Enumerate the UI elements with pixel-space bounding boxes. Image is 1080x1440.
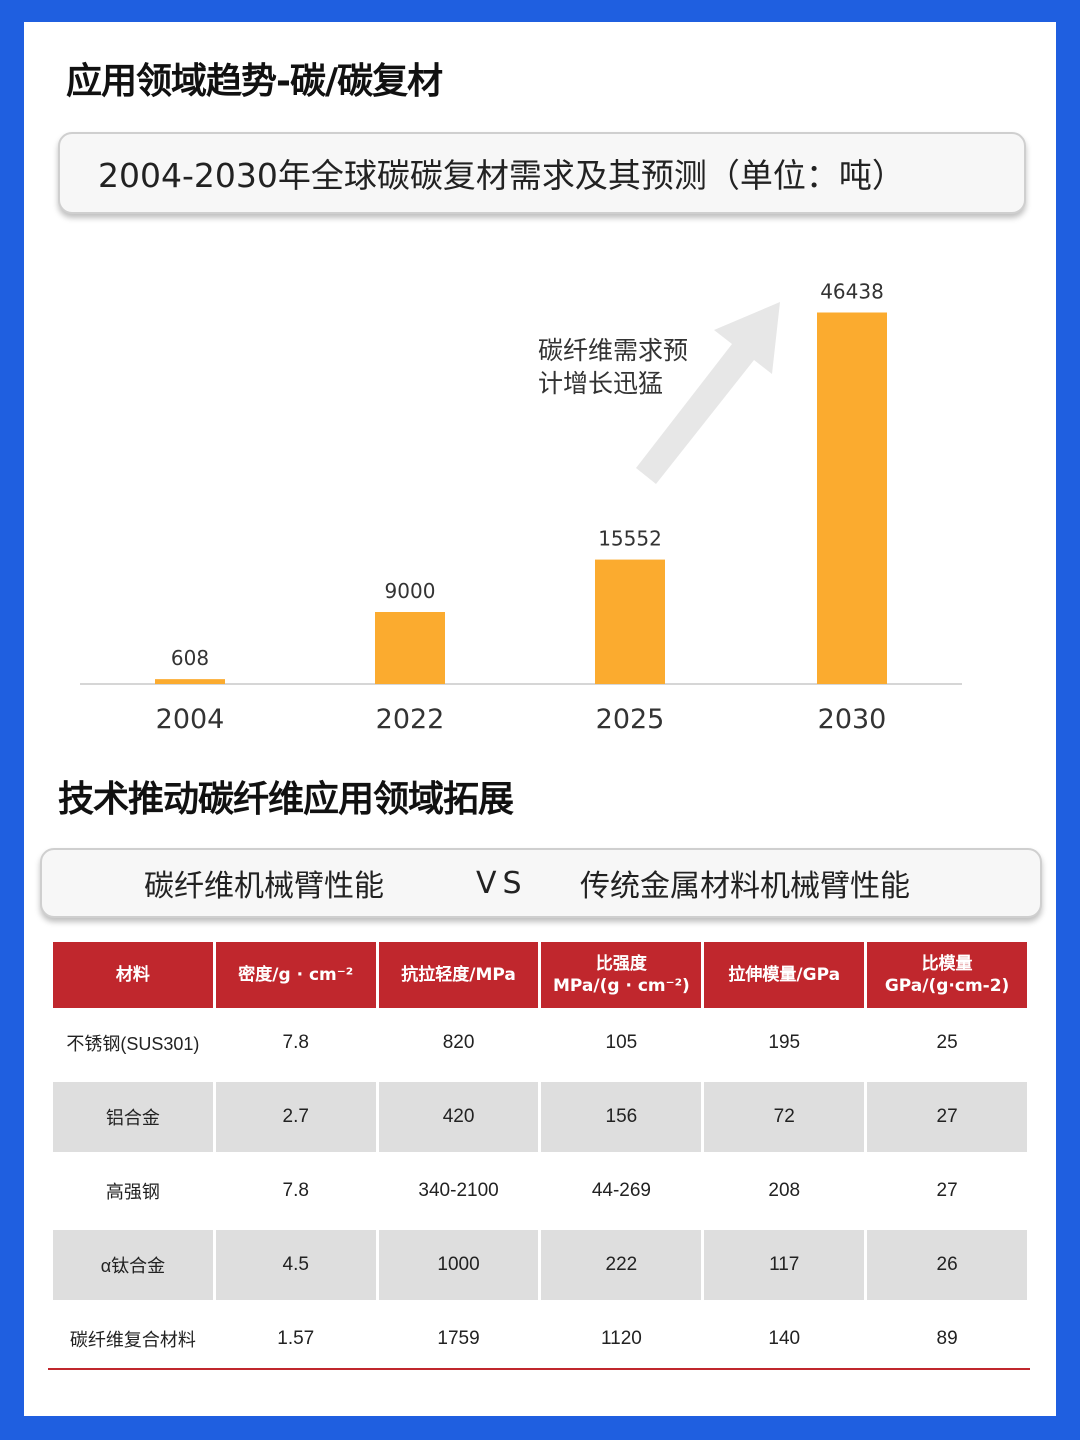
table-cell: 7.8 bbox=[215, 1008, 376, 1082]
data-label: 46438 bbox=[820, 279, 884, 303]
column-header: 比模量 GPa/(g·cm-2) bbox=[867, 942, 1027, 1008]
table-row: 不锈钢(SUS301) 7.8 820 105 195 25 bbox=[53, 1008, 1027, 1082]
table-row: 碳纤维复合材料 1.57 1759 1120 140 89 bbox=[53, 1304, 1027, 1378]
table-cell: 89 bbox=[867, 1304, 1027, 1378]
column-header-text: 材料 bbox=[115, 965, 150, 985]
column-header-text: MPa/(g · cm⁻²) bbox=[552, 976, 690, 996]
table-bottom-rule bbox=[48, 1368, 1030, 1370]
table-cell: 27 bbox=[867, 1082, 1027, 1156]
table-cell: 1120 bbox=[541, 1304, 702, 1378]
bar-2030 bbox=[817, 312, 887, 684]
chart-title-banner: 2004-2030年全球碳碳复材需求及其预测（单位：吨） bbox=[58, 132, 1026, 214]
table-cell: α钛合金 bbox=[53, 1230, 213, 1304]
table-cell: 4.5 bbox=[215, 1230, 376, 1304]
table-cell: 1.57 bbox=[215, 1304, 376, 1378]
column-header: 材料 bbox=[53, 942, 213, 1008]
table-row: 高强钢 7.8 340-2100 44-269 208 27 bbox=[53, 1156, 1027, 1230]
bar-2004 bbox=[155, 679, 225, 684]
table-cell: 208 bbox=[704, 1156, 865, 1230]
data-label: 608 bbox=[171, 646, 209, 670]
bar-2022 bbox=[375, 612, 445, 684]
table-cell: 1759 bbox=[378, 1304, 539, 1378]
compare-right-label: 传统金属材料机械臂性能 bbox=[580, 869, 910, 904]
annotation-line: 碳纤维需求预 bbox=[538, 336, 688, 365]
table-cell: 碳纤维复合材料 bbox=[53, 1304, 213, 1378]
growth-arrow-icon bbox=[636, 302, 780, 484]
section-title-tech: 技术推动碳纤维应用领域拓展 bbox=[58, 779, 514, 820]
column-header: 拉伸模量/GPa bbox=[704, 942, 865, 1008]
table-cell: 27 bbox=[867, 1156, 1027, 1230]
table-cell: 44-269 bbox=[541, 1156, 702, 1230]
table-cell: 高强钢 bbox=[53, 1156, 213, 1230]
table-cell: 72 bbox=[704, 1082, 865, 1156]
column-header-text: GPa/(g·cm-2) bbox=[884, 976, 1010, 996]
page-frame: 应用领域趋势-碳/碳复材 2004-2030年全球碳碳复材需求及其预测（单位：吨… bbox=[24, 22, 1056, 1416]
data-label: 15552 bbox=[598, 527, 662, 551]
table-body: 不锈钢(SUS301) 7.8 820 105 195 25 铝合金 2.7 420 156 72 2… bbox=[53, 1008, 1027, 1378]
table-cell: 26 bbox=[867, 1230, 1027, 1304]
compare-banner: 碳纤维机械臂性能 VS 传统金属材料机械臂性能 bbox=[40, 848, 1042, 918]
table-cell: 340-2100 bbox=[378, 1156, 539, 1230]
table-cell: 7.8 bbox=[215, 1156, 376, 1230]
annotation-line: 计增长迅猛 bbox=[538, 369, 663, 398]
table-cell: 420 bbox=[378, 1082, 539, 1156]
table-row: α钛合金 4.5 1000 222 117 26 bbox=[53, 1230, 1027, 1304]
table-cell: 105 bbox=[541, 1008, 702, 1082]
material-performance-table: 材料 密度/g · cm⁻² 抗拉轻度/MPa 比强度 MPa/(g · cm⁻²) 拉伸… bbox=[50, 942, 1030, 1378]
column-header: 抗拉轻度/MPa bbox=[378, 942, 539, 1008]
bar-2025 bbox=[595, 559, 665, 684]
data-label: 9000 bbox=[385, 579, 436, 603]
compare-left-label: 碳纤维机械臂性能 bbox=[144, 869, 384, 904]
table-cell: 156 bbox=[541, 1082, 702, 1156]
table-cell: 铝合金 bbox=[53, 1082, 213, 1156]
x-tick-label: 2030 bbox=[818, 704, 887, 735]
table-cell: 不锈钢(SUS301) bbox=[53, 1008, 213, 1082]
table-cell: 117 bbox=[704, 1230, 865, 1304]
table-cell: 1000 bbox=[378, 1230, 539, 1304]
chart-title: 2004-2030年全球碳碳复材需求及其预测（单位：吨） bbox=[98, 156, 905, 195]
table-row: 铝合金 2.7 420 156 72 27 bbox=[53, 1082, 1027, 1156]
table-cell: 222 bbox=[541, 1230, 702, 1304]
table-header-row: 材料 密度/g · cm⁻² 抗拉轻度/MPa 比强度 MPa/(g · cm⁻²) 拉伸… bbox=[53, 942, 1027, 1008]
table-cell: 2.7 bbox=[215, 1082, 376, 1156]
column-header-text: 比强度 bbox=[595, 954, 647, 974]
column-header-text: 抗拉轻度/MPa bbox=[401, 965, 516, 985]
table-cell: 820 bbox=[378, 1008, 539, 1082]
x-tick-label: 2025 bbox=[596, 704, 665, 735]
column-header-text: 拉伸模量/GPa bbox=[728, 965, 841, 985]
x-tick-label: 2022 bbox=[376, 704, 445, 735]
table-cell: 25 bbox=[867, 1008, 1027, 1082]
compare-vs-label: VS bbox=[476, 865, 528, 901]
section-title-trend: 应用领域趋势-碳/碳复材 bbox=[66, 61, 443, 102]
column-header: 密度/g · cm⁻² bbox=[215, 942, 376, 1008]
column-header-text: 比模量 bbox=[921, 954, 973, 974]
table-cell: 140 bbox=[704, 1304, 865, 1378]
table-cell: 195 bbox=[704, 1008, 865, 1082]
column-header: 比强度 MPa/(g · cm⁻²) bbox=[541, 942, 702, 1008]
x-tick-label: 2004 bbox=[156, 704, 225, 735]
column-header-text: 密度/g · cm⁻² bbox=[238, 965, 354, 985]
